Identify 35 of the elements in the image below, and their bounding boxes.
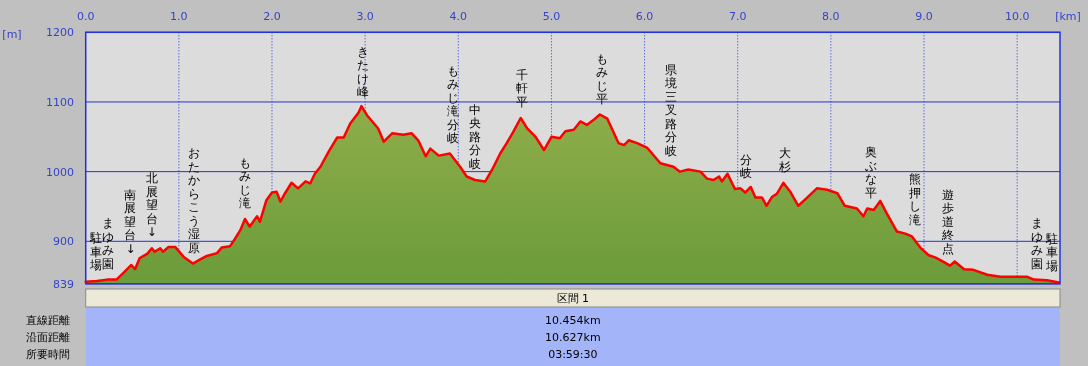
annotation: 北展望台↓ bbox=[145, 171, 158, 240]
annotation: まゆみ園 bbox=[1030, 216, 1043, 271]
annotation: もみじ平 bbox=[595, 51, 608, 107]
annotation: まゆみ園 bbox=[102, 216, 115, 271]
annotation: きたけ峰 bbox=[357, 44, 370, 100]
x-tick-label: 6.0 bbox=[635, 10, 654, 23]
annotation: 遊歩道終点 bbox=[941, 187, 955, 256]
x-tick-label: 5.0 bbox=[542, 10, 561, 23]
annotation: 熊押し滝 bbox=[908, 172, 921, 227]
x-tick-label: 4.0 bbox=[449, 10, 468, 23]
annotation: 奥ぶな平 bbox=[864, 145, 877, 200]
summary-table: 区間 1 直線距離 10.454km 沿面距離 10.627km 所要時間 03:59:30 bbox=[26, 288, 1061, 366]
annotation: 千軒平 bbox=[515, 67, 528, 109]
annotation: 南展望台↓ bbox=[124, 187, 137, 256]
x-tick-label: 0.0 bbox=[76, 10, 95, 23]
x-tick-label: 2.0 bbox=[263, 10, 281, 23]
x-axis-title: [km] bbox=[1055, 10, 1081, 23]
x-tick-label: 1.0 bbox=[170, 10, 188, 23]
y-tick-label: 839 bbox=[53, 277, 74, 291]
y-tick-label: 1100 bbox=[46, 95, 74, 109]
annotation: 大杉 bbox=[778, 146, 792, 174]
y-tick-label: 900 bbox=[53, 235, 74, 249]
annotation: 県境三叉路分岐 bbox=[663, 62, 677, 158]
x-tick-label: 10.0 bbox=[1004, 10, 1030, 23]
x-tick-label: 7.0 bbox=[728, 10, 747, 23]
x-tick-label: 9.0 bbox=[915, 10, 933, 23]
x-tick-label: 3.0 bbox=[356, 10, 374, 23]
annotation: もみじ滝分岐 bbox=[446, 63, 459, 146]
annotation: おたからこう湿原 bbox=[187, 146, 200, 255]
annotation: 中央路分岐 bbox=[469, 103, 482, 171]
y-axis-title: [m] bbox=[2, 28, 22, 41]
y-tick-label: 1000 bbox=[46, 165, 74, 179]
annotation: もみじ滝 bbox=[238, 155, 251, 211]
y-tick-label: 1200 bbox=[46, 26, 74, 40]
x-tick-label: 8.0 bbox=[822, 10, 840, 23]
